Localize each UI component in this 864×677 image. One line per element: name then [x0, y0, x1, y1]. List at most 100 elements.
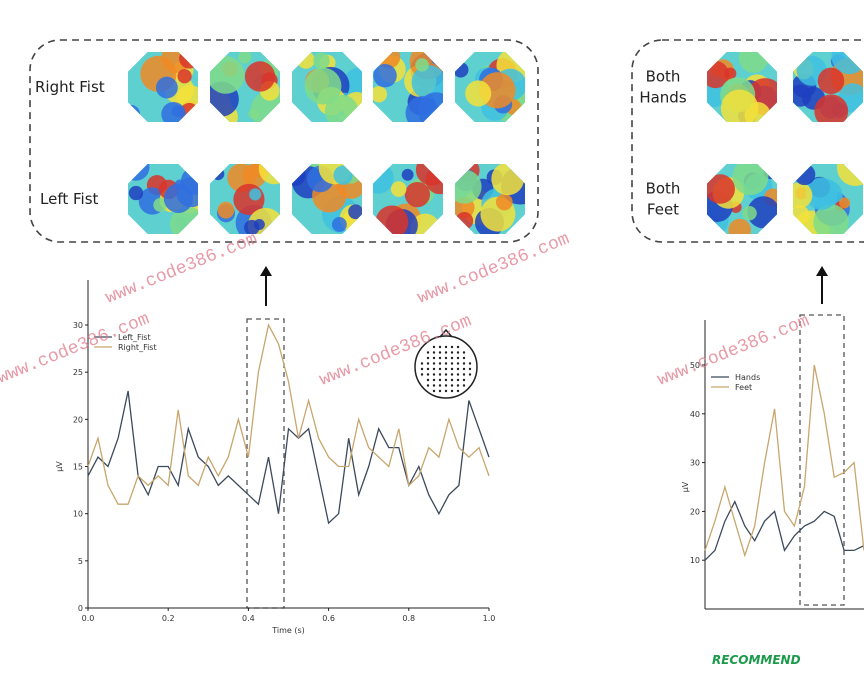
watermark: www.code386.com [655, 311, 813, 390]
electrode [432, 351, 436, 354]
electrode [450, 384, 454, 387]
electrode [468, 373, 472, 376]
electrode [462, 362, 466, 365]
electrode [444, 351, 448, 354]
electrode [438, 389, 442, 393]
electrode [462, 384, 466, 387]
panel-label: Feet [647, 201, 679, 219]
electrode [426, 351, 430, 354]
electrode [426, 356, 430, 360]
topomap [210, 52, 280, 122]
topomap-blob [411, 65, 443, 100]
y-tick-label: 30 [690, 459, 700, 468]
electrode [456, 389, 460, 393]
topomap [210, 164, 280, 234]
topomap-blob [839, 197, 851, 209]
head-icon [414, 328, 478, 399]
topomap-blob [495, 193, 513, 211]
y-tick-label: 10 [690, 556, 700, 565]
topomap [292, 164, 362, 234]
x-tick-label: 0.6 [322, 614, 335, 623]
panel-labels: Right Fist Left Fist Both Hands Both Feet [35, 68, 687, 219]
topomap-blob [390, 181, 407, 197]
y-tick-label: 5 [78, 557, 83, 566]
topomap-blob [333, 165, 353, 185]
electrode [444, 356, 448, 360]
electrode [438, 373, 442, 376]
topomap-blob [163, 183, 194, 213]
topomap [707, 52, 777, 122]
panel-label: Left Fist [40, 190, 99, 208]
electrode [432, 378, 436, 382]
electrode [438, 356, 442, 360]
topomap-blob [455, 62, 469, 78]
highlight-box [799, 314, 845, 606]
topomap [793, 164, 863, 234]
panel-label: Hands [639, 89, 686, 107]
topomap-blob [249, 188, 262, 201]
electrode [450, 356, 454, 360]
watermarks: www.code386.comwww.code386.comwww.code38… [0, 229, 812, 667]
y-tick-label: 30 [73, 321, 83, 330]
electrode [450, 362, 454, 365]
topomap-blob [373, 63, 397, 88]
topomap-blob [247, 207, 280, 234]
topomap [128, 164, 198, 234]
electrode [444, 367, 448, 371]
topomap-blob [304, 67, 342, 105]
y-tick-label: 20 [73, 415, 83, 424]
series-line [87, 390, 490, 525]
topomap-blob [732, 164, 769, 196]
topomap-blob [292, 164, 306, 186]
topomap-blob [404, 181, 431, 208]
topomaps [128, 52, 863, 234]
topomap [455, 164, 525, 234]
electrode [444, 345, 448, 349]
charts: 0 5 10 15 20 25 30 0.0 0.2 0.4 0.6 0.8 1.0 Time (s) μV… [55, 280, 864, 635]
electrode [456, 362, 460, 365]
electrode [426, 373, 430, 376]
panel-frame [631, 39, 864, 243]
legend-label: Left_Fist [118, 333, 151, 342]
y-tick-label: 25 [73, 368, 83, 377]
electrode [432, 373, 436, 376]
y-tick-label: 15 [73, 463, 83, 472]
electrode [438, 378, 442, 382]
topomap-blob [793, 182, 813, 209]
electrode [456, 356, 460, 360]
y-axis-label: μV [55, 461, 64, 472]
x-axis-label: Time (s) [271, 626, 305, 635]
highlight-box [246, 318, 285, 609]
topomap [455, 52, 525, 122]
electrode [462, 367, 466, 371]
y-tick-label: 40 [690, 410, 700, 419]
series-line [704, 364, 864, 558]
topomap-blob [491, 164, 525, 196]
electrode [462, 356, 466, 360]
electrode [420, 367, 424, 371]
topomap-blob [738, 52, 769, 73]
legend-label: Hands [735, 373, 760, 382]
topomap [373, 52, 443, 122]
topomap-blob [455, 211, 474, 230]
topomap-blob [707, 174, 735, 204]
electrode [450, 345, 454, 349]
electrode [450, 389, 454, 393]
topomap-blob [313, 52, 330, 70]
topomap-blob [465, 80, 492, 107]
electrode [456, 345, 460, 349]
electrode [462, 378, 466, 382]
topomap [793, 52, 863, 122]
panel-frame [29, 39, 539, 243]
legend-label: Feet [735, 383, 752, 392]
electrode [450, 373, 454, 376]
electrode [450, 351, 454, 354]
panel-label: Right Fist [35, 78, 105, 96]
topomap-blob [238, 52, 252, 64]
electrode [438, 362, 442, 365]
x-tick-label: 1.0 [483, 614, 496, 623]
topomap-blob [377, 52, 401, 69]
electrode [468, 362, 472, 365]
topomap-blob [128, 185, 144, 201]
